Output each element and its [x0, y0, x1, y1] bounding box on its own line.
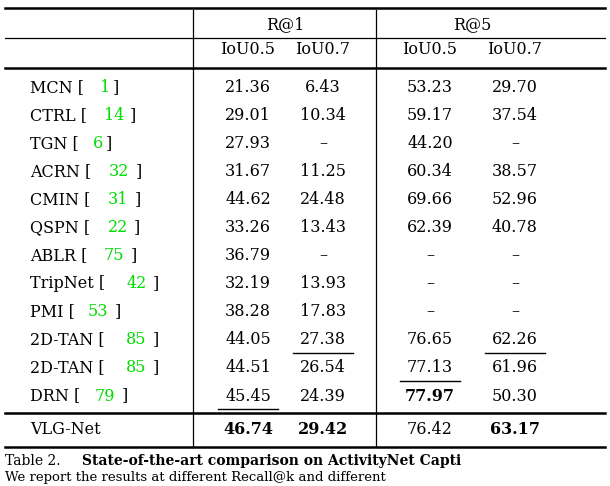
Text: CTRL [: CTRL [: [30, 107, 87, 124]
Text: 38.57: 38.57: [492, 163, 538, 180]
Text: 53.23: 53.23: [407, 80, 453, 97]
Text: DRN [: DRN [: [30, 387, 81, 404]
Text: 60.34: 60.34: [407, 163, 453, 180]
Text: –: –: [511, 276, 519, 293]
Text: CMIN [: CMIN [: [30, 191, 90, 208]
Text: 1: 1: [99, 80, 110, 97]
Text: 31.67: 31.67: [225, 163, 271, 180]
Text: ]: ]: [134, 220, 140, 237]
Text: 38.28: 38.28: [225, 303, 271, 320]
Text: 24.39: 24.39: [300, 387, 346, 404]
Text: 44.20: 44.20: [407, 136, 453, 153]
Text: IoU0.5: IoU0.5: [403, 41, 458, 58]
Text: 13.93: 13.93: [300, 276, 346, 293]
Text: 79: 79: [95, 387, 115, 404]
Text: 6: 6: [93, 136, 103, 153]
Text: PMI [: PMI [: [30, 303, 75, 320]
Text: ]: ]: [152, 360, 159, 377]
Text: IoU0.7: IoU0.7: [487, 41, 542, 58]
Text: 85: 85: [126, 360, 147, 377]
Text: –: –: [426, 247, 434, 264]
Text: 27.38: 27.38: [300, 331, 346, 348]
Text: 14: 14: [104, 107, 124, 124]
Text: 2D-TAN [: 2D-TAN [: [30, 331, 105, 348]
Text: 32.19: 32.19: [225, 276, 271, 293]
Text: ]: ]: [152, 331, 159, 348]
Text: ]: ]: [106, 136, 112, 153]
Text: 46.74: 46.74: [223, 420, 273, 437]
Text: ACRN [: ACRN [: [30, 163, 92, 180]
Text: 33.26: 33.26: [225, 220, 271, 237]
Text: 29.70: 29.70: [492, 80, 538, 97]
Text: 77.13: 77.13: [407, 360, 453, 377]
Text: ]: ]: [113, 80, 119, 97]
Text: 59.17: 59.17: [407, 107, 453, 124]
Text: 10.34: 10.34: [300, 107, 346, 124]
Text: 77.97: 77.97: [405, 387, 455, 404]
Text: 42: 42: [127, 276, 147, 293]
Text: 32: 32: [109, 163, 129, 180]
Text: ABLR [: ABLR [: [30, 247, 87, 264]
Text: MCN [: MCN [: [30, 80, 84, 97]
Text: We report the results at different Recall@k and different: We report the results at different Recal…: [5, 470, 386, 484]
Text: 40.78: 40.78: [492, 220, 538, 237]
Text: –: –: [319, 136, 327, 153]
Text: R@5: R@5: [453, 17, 492, 34]
Text: 29.01: 29.01: [225, 107, 271, 124]
Text: 24.48: 24.48: [300, 191, 346, 208]
Text: ]: ]: [131, 247, 137, 264]
Text: 13.43: 13.43: [300, 220, 346, 237]
Text: ]: ]: [121, 387, 127, 404]
Text: VLG-Net: VLG-Net: [30, 420, 101, 437]
Text: 11.25: 11.25: [300, 163, 346, 180]
Text: State-of-the-art comparison on ActivityNet Capti: State-of-the-art comparison on ActivityN…: [82, 454, 462, 468]
Text: 62.26: 62.26: [492, 331, 538, 348]
Text: ]: ]: [153, 276, 159, 293]
Text: ]: ]: [135, 163, 142, 180]
Text: ]: ]: [134, 191, 140, 208]
Text: –: –: [511, 136, 519, 153]
Text: 36.79: 36.79: [225, 247, 271, 264]
Text: 44.62: 44.62: [225, 191, 271, 208]
Text: 45.45: 45.45: [225, 387, 271, 404]
Text: –: –: [426, 276, 434, 293]
Text: –: –: [511, 303, 519, 320]
Text: 76.65: 76.65: [407, 331, 453, 348]
Text: 85: 85: [126, 331, 147, 348]
Text: 69.66: 69.66: [407, 191, 453, 208]
Text: 37.54: 37.54: [492, 107, 538, 124]
Text: 75: 75: [104, 247, 124, 264]
Text: IoU0.5: IoU0.5: [220, 41, 276, 58]
Text: 53: 53: [88, 303, 109, 320]
Text: 61.96: 61.96: [492, 360, 538, 377]
Text: ]: ]: [130, 107, 136, 124]
Text: TGN [: TGN [: [30, 136, 79, 153]
Text: –: –: [426, 303, 434, 320]
Text: 76.42: 76.42: [407, 420, 453, 437]
Text: 50.30: 50.30: [492, 387, 538, 404]
Text: 17.83: 17.83: [300, 303, 346, 320]
Text: 31: 31: [108, 191, 128, 208]
Text: 44.51: 44.51: [225, 360, 271, 377]
Text: QSPN [: QSPN [: [30, 220, 90, 237]
Text: TripNet [: TripNet [: [30, 276, 105, 293]
Text: Table 2.: Table 2.: [5, 454, 65, 468]
Text: 2D-TAN [: 2D-TAN [: [30, 360, 105, 377]
Text: 21.36: 21.36: [225, 80, 271, 97]
Text: 62.39: 62.39: [407, 220, 453, 237]
Text: 44.05: 44.05: [225, 331, 271, 348]
Text: –: –: [511, 247, 519, 264]
Text: 22: 22: [107, 220, 128, 237]
Text: 52.96: 52.96: [492, 191, 538, 208]
Text: 63.17: 63.17: [490, 420, 540, 437]
Text: 27.93: 27.93: [225, 136, 271, 153]
Text: ]: ]: [114, 303, 121, 320]
Text: 6.43: 6.43: [305, 80, 341, 97]
Text: 26.54: 26.54: [300, 360, 346, 377]
Text: 29.42: 29.42: [298, 420, 348, 437]
Text: IoU0.7: IoU0.7: [295, 41, 351, 58]
Text: –: –: [319, 247, 327, 264]
Text: R@1: R@1: [267, 17, 304, 34]
